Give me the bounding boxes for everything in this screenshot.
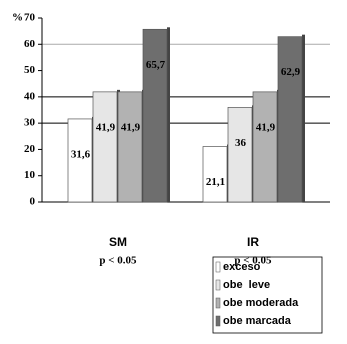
bar <box>277 36 303 203</box>
value-label: 41,9 <box>96 121 116 133</box>
bar <box>67 118 93 203</box>
y-tick-label: 30 <box>24 117 36 129</box>
y-tick-label: 40 <box>24 90 36 102</box>
y-tick-label: 70 <box>24 12 36 24</box>
y-tick-label: 10 <box>24 169 36 181</box>
bar <box>142 28 168 203</box>
y-tick-label: 50 <box>24 64 36 76</box>
x-tick-label: SM <box>109 235 127 249</box>
value-label: 41,9 <box>256 121 276 133</box>
legend-box <box>212 256 323 334</box>
category-note: p < 0.05 <box>234 255 272 267</box>
legend-swatch <box>215 315 221 327</box>
legend-label: obe marcada <box>223 315 292 327</box>
value-label: 36 <box>235 137 247 149</box>
legend-swatch <box>215 261 221 273</box>
category-note: p < 0.05 <box>99 255 137 267</box>
legend-swatch <box>215 297 221 309</box>
bar <box>117 91 143 203</box>
bar-side <box>302 34 305 202</box>
legend-label: obe moderada <box>223 297 299 309</box>
legend-swatch <box>215 279 221 291</box>
value-label: 21,1 <box>206 176 225 188</box>
value-label: 31,6 <box>71 148 91 160</box>
value-label: 62,9 <box>281 66 301 78</box>
y-tick-label: 60 <box>24 38 36 50</box>
y-axis-label: % <box>12 12 23 24</box>
legend-label: obe leve <box>223 279 270 291</box>
legend-label: exceso <box>223 261 261 273</box>
bar <box>202 146 228 203</box>
x-tick-label: IR <box>247 235 259 249</box>
y-tick-label: 20 <box>24 143 36 155</box>
y-tick-label: 0 <box>30 196 36 208</box>
bar <box>92 91 118 203</box>
bar-side <box>167 27 170 202</box>
bar <box>227 107 253 203</box>
bar <box>252 91 278 203</box>
value-label: 41,9 <box>121 121 141 133</box>
value-label: 65,7 <box>146 59 166 71</box>
